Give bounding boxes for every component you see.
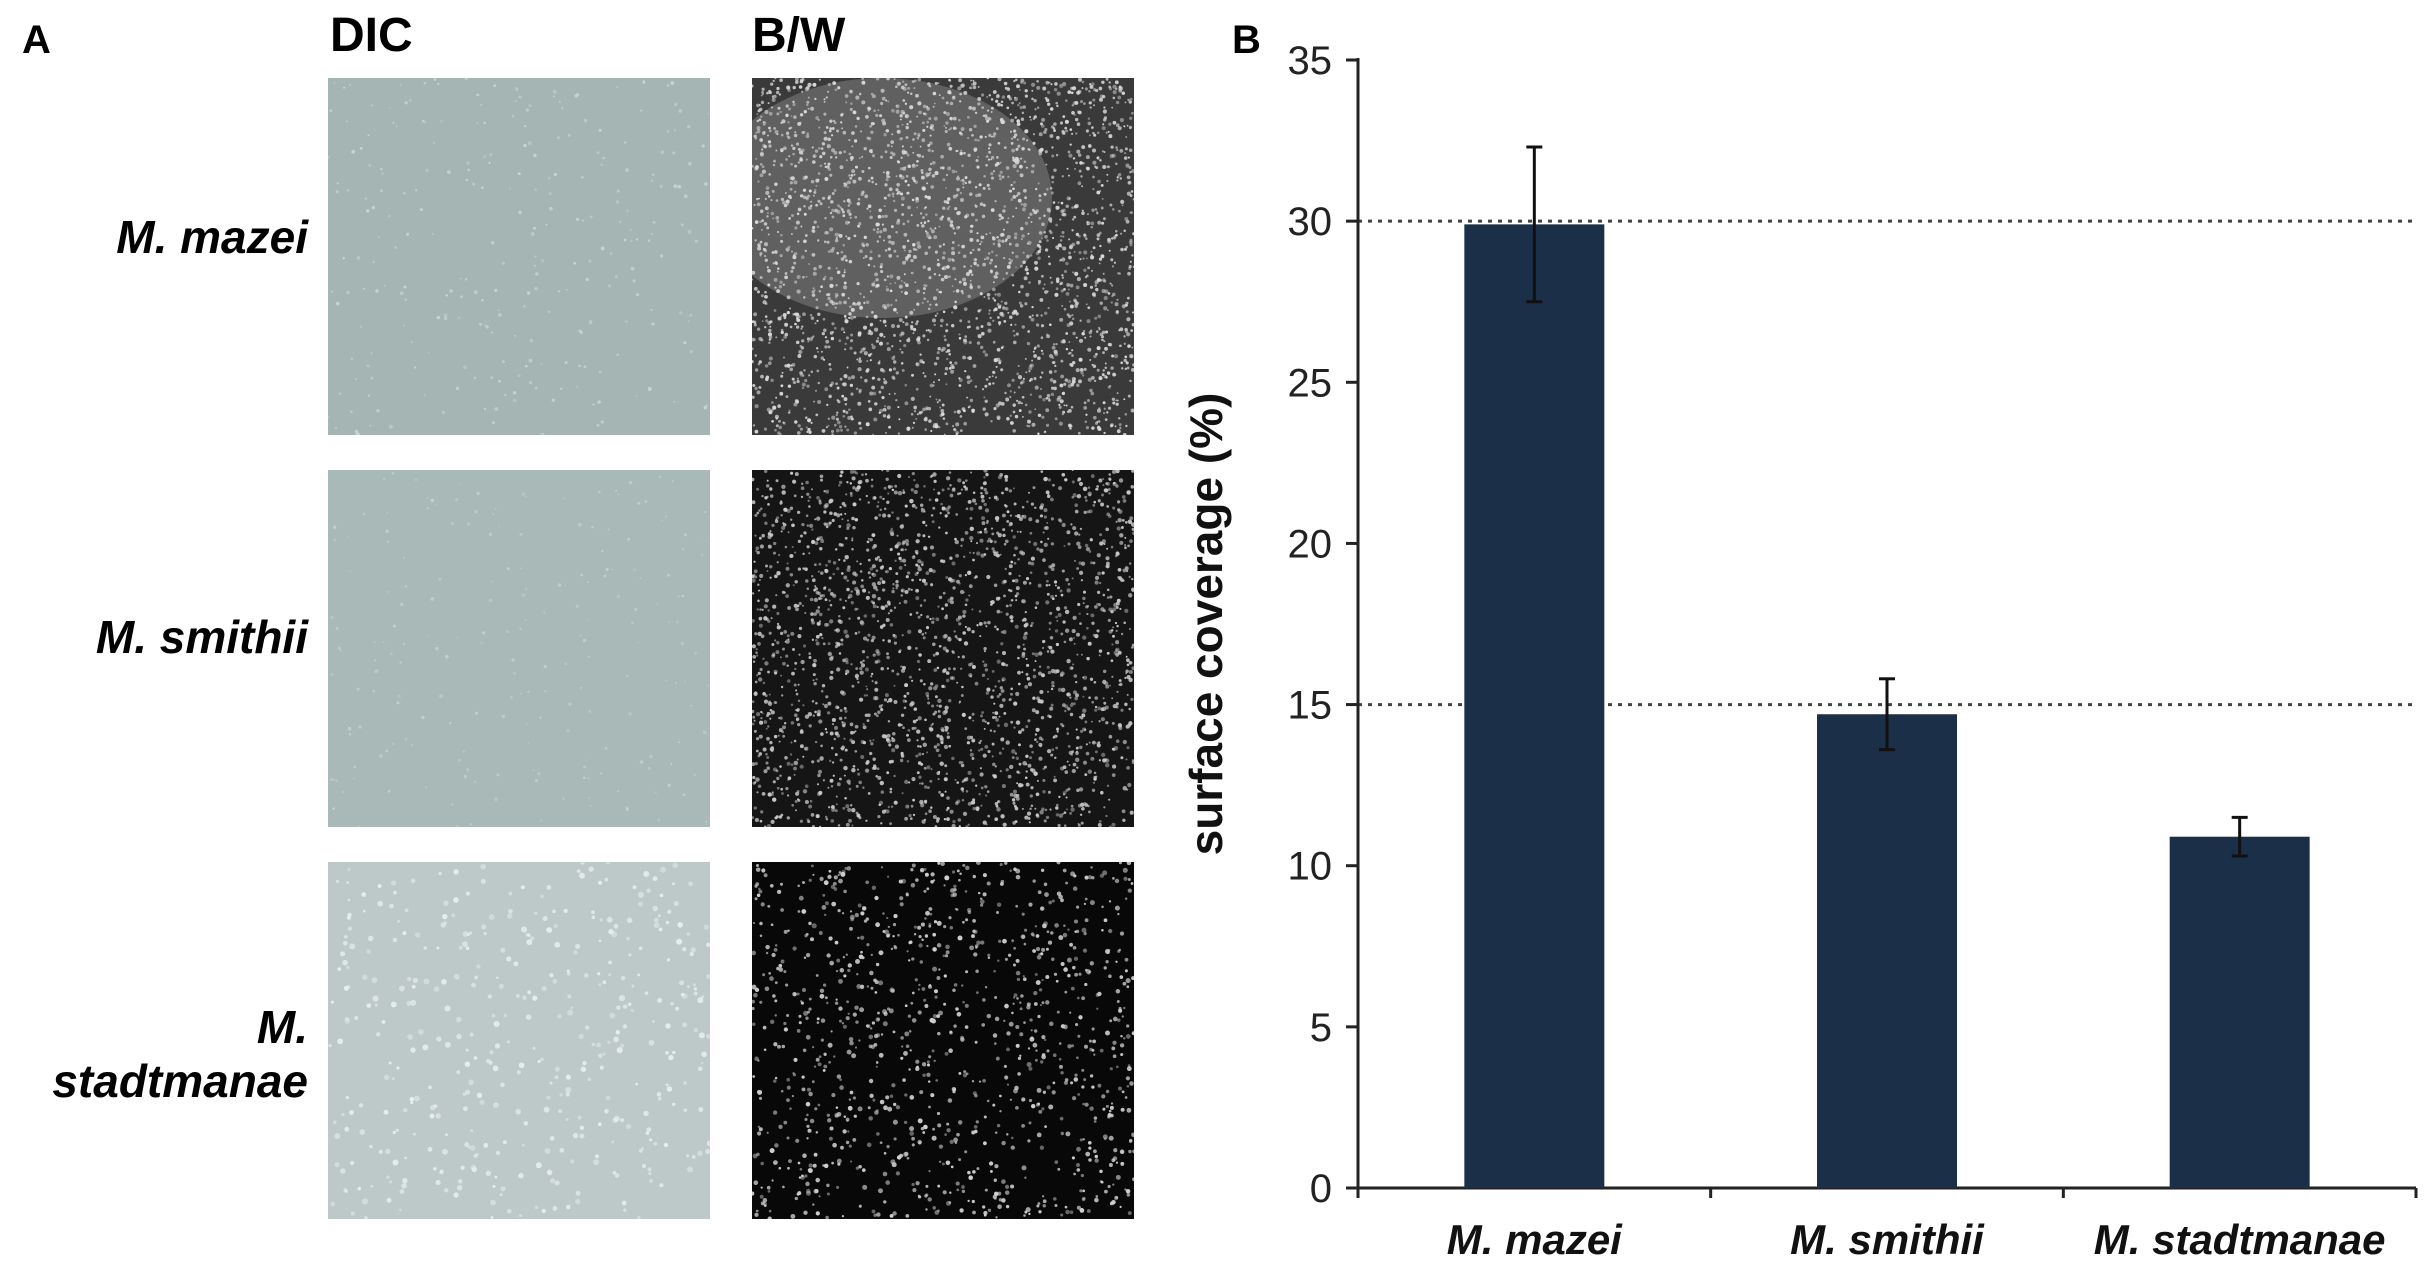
y-tick-label: 10 — [1288, 845, 1333, 889]
micrograph-bw-m-smithii — [752, 470, 1134, 827]
bar-2 — [2169, 836, 2310, 1188]
x-category-label: M. smithii — [1790, 1216, 1985, 1263]
x-category-label: M. mazei — [1447, 1216, 1623, 1263]
y-tick-label: 20 — [1288, 522, 1333, 566]
micrograph-dic-m-stadtmanae — [328, 862, 710, 1219]
column-header-bw: B/W — [752, 9, 846, 62]
column-header-dic: DIC — [330, 9, 413, 62]
panel-b-label: B — [1232, 18, 1261, 62]
y-tick-label: 0 — [1310, 1167, 1332, 1211]
micrograph-dic-m-smithii — [328, 470, 710, 827]
bar-1 — [1817, 714, 1957, 1188]
row-label-m-stadtmanae: M. stadtmanae — [52, 1001, 308, 1107]
bar-0 — [1464, 224, 1605, 1188]
y-tick-label: 5 — [1310, 1006, 1332, 1050]
row-label-m-mazei: M. mazei — [116, 211, 308, 263]
micrograph-bw-m-mazei — [752, 78, 1134, 435]
micrograph-dic-m-mazei — [328, 78, 710, 435]
y-tick-label: 35 — [1288, 39, 1333, 83]
y-tick-label: 25 — [1288, 361, 1333, 405]
row-label-m-smithii: M. smithii — [95, 611, 308, 663]
micrograph-bw-m-stadtmanae — [752, 862, 1134, 1219]
bar-chart: 0 5 10 15 20 25 30 35 M. mazei M. smithii M. stadt… — [1180, 39, 2418, 1263]
y-axis-label: surface coverage (%) — [1180, 393, 1232, 856]
x-category-label: M. stadtmanae — [2094, 1216, 2386, 1263]
panel-a-label: A — [22, 18, 51, 62]
y-tick-label: 30 — [1288, 200, 1333, 244]
y-tick-label: 15 — [1288, 684, 1333, 728]
